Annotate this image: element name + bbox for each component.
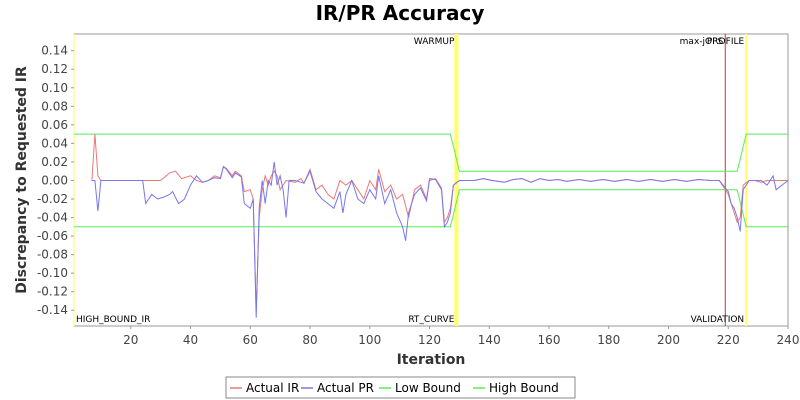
y-tick-label: 0.04 [41, 136, 68, 150]
y-tick-label: 0.10 [41, 81, 68, 95]
marker-label-validation: VALIDATION [691, 315, 745, 325]
y-tick-label: 0.02 [41, 155, 68, 169]
legend-label-actual-pr: Actual PR [317, 381, 374, 395]
marker-label-high-bound-ir: HIGH_BOUND_IR [76, 315, 150, 325]
y-tick-label: -0.08 [37, 248, 68, 262]
series-line-low-bound [74, 189, 788, 228]
x-tick-label: 200 [657, 333, 680, 347]
chart-title: IR/PR Accuracy [316, 1, 485, 25]
x-tick-label: 180 [597, 333, 620, 347]
legend-box [225, 376, 576, 399]
x-tick-label: 240 [777, 333, 800, 347]
x-axis-ticks: 20 40 60 80 100 120 140 160 180 200 220 240 [123, 326, 799, 347]
legend-label-low-bound: Low Bound [395, 381, 461, 395]
y-tick-label: -0.04 [37, 211, 68, 225]
y-axis-title: Discrepancy to Requested IR [14, 66, 30, 294]
marker-labels-layer: HIGH_BOUND_IR WARMUP RT_CURVE max-jOPSPROFI… [76, 37, 744, 325]
x-tick-label: 120 [418, 333, 441, 347]
y-tick-label: 0.00 [41, 173, 68, 187]
series-line-high-bound [74, 133, 788, 172]
series-line-actual-pr [91, 161, 789, 318]
legend-label-actual-ir: Actual IR [246, 381, 299, 395]
series-layer [74, 133, 789, 318]
y-tick-label: 0.06 [41, 118, 68, 132]
marker-label-profile: PROFILE [707, 37, 745, 47]
x-tick-label: 100 [358, 333, 381, 347]
y-axis-ticks: 0.14 0.12 0.10 0.08 0.06 0.04 0.02 0.00 -0.02 -0.… [37, 44, 74, 317]
y-tick-label: -0.06 [37, 229, 68, 243]
y-tick-label: -0.02 [37, 192, 68, 206]
y-tick-label: -0.12 [37, 285, 68, 299]
x-tick-label: 60 [243, 333, 258, 347]
legend: Actual IR Actual PR Low Bound High Bound [225, 376, 576, 399]
y-tick-label: 0.08 [41, 99, 68, 113]
marker-label-rt-curve: RT_CURVE [408, 315, 454, 325]
marker-label-max-jops: max-jOPS [680, 37, 724, 47]
y-tick-label: 0.12 [41, 62, 68, 76]
y-tick-label: -0.10 [37, 266, 68, 280]
x-tick-label: 160 [538, 333, 561, 347]
x-tick-label: 40 [183, 333, 198, 347]
y-tick-label: -0.14 [37, 303, 68, 317]
x-tick-label: 140 [478, 333, 501, 347]
x-tick-label: 20 [123, 333, 138, 347]
y-tick-label: 0.14 [41, 44, 68, 58]
x-axis-title: Iteration [397, 352, 466, 368]
marker-label-warmup: WARMUP [414, 37, 455, 47]
x-tick-label: 80 [302, 333, 317, 347]
legend-label-high-bound: High Bound [489, 381, 559, 395]
x-tick-label: 220 [717, 333, 740, 347]
markers-layer [73, 34, 748, 326]
